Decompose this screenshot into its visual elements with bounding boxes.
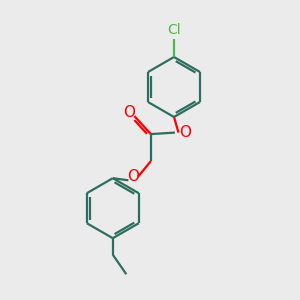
Text: O: O [127,169,139,184]
Text: O: O [123,105,135,120]
Text: O: O [179,125,191,140]
Text: Cl: Cl [167,22,181,37]
